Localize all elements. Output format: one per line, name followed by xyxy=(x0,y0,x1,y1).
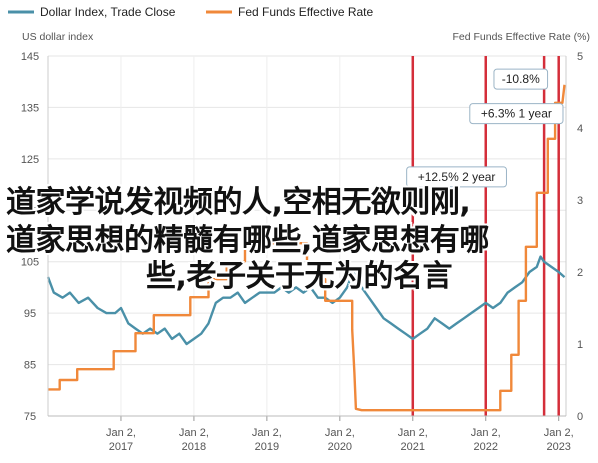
legend: Dollar Index, Trade Close Fed Funds Effec… xyxy=(8,5,374,19)
x-tick-label: Jan 2, xyxy=(325,427,355,439)
x-tick-label: Jan 2, xyxy=(398,427,428,439)
left-tick-label: 105 xyxy=(21,257,39,269)
left-tick-label: 75 xyxy=(24,411,36,423)
legend-label: Fed Funds Effective Rate xyxy=(238,5,374,19)
left-tick-label: 95 xyxy=(24,308,36,320)
series-lines xyxy=(46,84,566,412)
annotation-box xyxy=(469,103,564,125)
right-tick-label: 2 xyxy=(577,267,583,279)
x-tick-label: 2023 xyxy=(546,441,570,453)
annotations: -10.8% +6.3% 1 year +12.5% 2 year xyxy=(406,68,564,188)
x-tick-label: Jan 2, xyxy=(179,427,209,439)
overlay-title-line-1: 道家学说发视频的人,空相无欲则刚, xyxy=(6,185,471,220)
annotation-label: +6.3% 1 year xyxy=(481,107,552,121)
annotation-label: -10.8% xyxy=(502,72,540,86)
x-tick-label: Jan 2, xyxy=(544,427,574,439)
x-tick-label: 2018 xyxy=(182,441,206,453)
left-tick-label: 115 xyxy=(21,205,39,217)
x-tick-label: 2021 xyxy=(401,441,425,453)
left-tick-label: 125 xyxy=(21,154,39,166)
right-axis-title: Fed Funds Effective Rate (%) xyxy=(452,31,590,43)
x-tick-label: Jan 2, xyxy=(252,427,282,439)
annotation-label: +12.5% 2 year xyxy=(418,170,496,184)
x-tick-label: 2020 xyxy=(328,441,352,453)
left-tick-label: 135 xyxy=(21,102,39,114)
left-tick-label: 85 xyxy=(24,360,36,372)
x-tick-label: 2019 xyxy=(255,441,279,453)
right-tick-label: 5 xyxy=(577,51,583,63)
x-tick-label: Jan 2, xyxy=(471,427,501,439)
left-axis-title: US dollar index xyxy=(22,31,94,43)
annotation-box xyxy=(406,166,507,188)
overlay-title-line-3: 些,老子关于无为的名言 xyxy=(146,259,452,294)
legend-label: Dollar Index, Trade Close xyxy=(40,5,176,19)
annotation-box xyxy=(493,68,549,90)
x-tick-label: Jan 2, xyxy=(106,427,136,439)
right-tick-label: 3 xyxy=(577,195,583,207)
overlay-title-line-2: 道家思想的精髓有哪些,道家思想有哪 xyxy=(6,223,489,258)
right-tick-label: 4 xyxy=(577,123,583,135)
fed-funds-line xyxy=(48,84,566,412)
x-tick-label: 2017 xyxy=(109,441,133,453)
x-tick-label: 2022 xyxy=(474,441,498,453)
right-tick-label: 0 xyxy=(577,411,583,423)
right-tick-label: 1 xyxy=(577,339,583,351)
left-tick-label: 145 xyxy=(21,51,39,63)
